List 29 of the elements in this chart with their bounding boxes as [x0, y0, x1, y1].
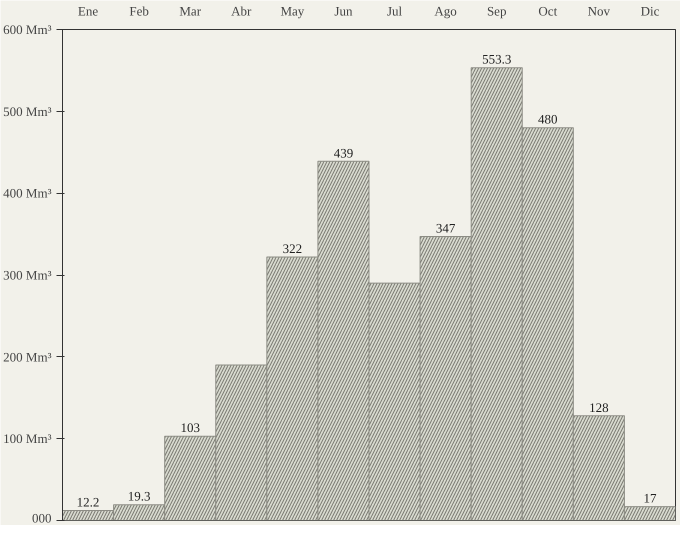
data-label: 19.3 — [128, 488, 150, 504]
data-label: 439 — [334, 145, 354, 160]
y-tick-label: 600 Mm³ — [3, 22, 52, 37]
y-tick-label: 300 Mm³ — [3, 268, 52, 282]
y-tick-label: 500 Mm³ — [3, 104, 52, 119]
x-tick-label: Jun — [334, 4, 353, 18]
y-tick-label: 100 Mm³ — [3, 431, 52, 446]
x-tick-label: Ago — [434, 4, 457, 18]
x-tick-label: Mar — [179, 4, 202, 18]
x-tick-label: Ene — [78, 4, 98, 18]
data-label: 553.3 — [482, 52, 512, 67]
x-tick-label: Feb — [129, 4, 149, 18]
data-label: 12.2 — [76, 494, 100, 510]
x-tick-label: Jul — [386, 4, 403, 18]
x-tick-label: Nov — [588, 4, 611, 18]
data-label: 347 — [436, 220, 456, 236]
data-label: 103 — [180, 420, 200, 436]
x-tick-label: Sep — [486, 4, 506, 18]
data-label: 322 — [282, 240, 302, 256]
x-tick-label: May — [280, 4, 305, 18]
x-tick-label: Abr — [231, 4, 252, 18]
data-label: 480 — [538, 112, 558, 127]
y-tick-label: 400 Mm³ — [3, 186, 52, 201]
x-tick-label: Dic — [640, 4, 660, 18]
y-tick-label: 000 — [32, 510, 52, 526]
data-label: 128 — [589, 400, 609, 415]
data-label: 17 — [643, 490, 657, 506]
y-tick-label: 200 Mm³ — [3, 349, 52, 364]
x-tick-label: Oct — [538, 4, 558, 18]
